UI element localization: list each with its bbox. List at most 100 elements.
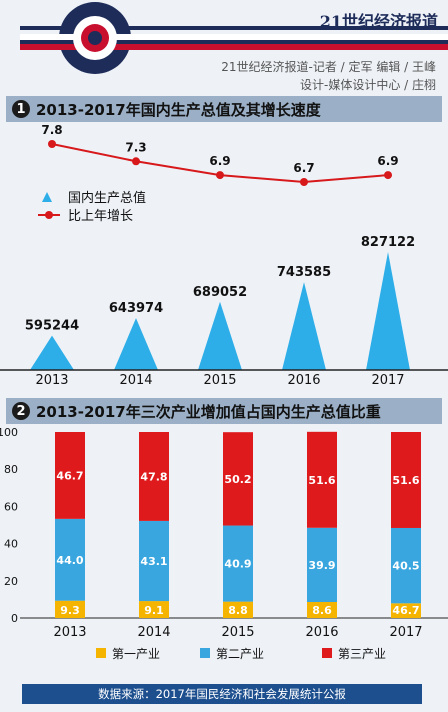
growth-value-label: 7.8 [41, 123, 62, 137]
gdp-bar-2017 [366, 252, 410, 370]
bar-value-label: 51.6 [308, 474, 335, 487]
bar-value-label: 46.7 [392, 604, 419, 617]
gdp-value-labels-group: 595244 643974 689052 743585 827122 [25, 235, 415, 334]
gdp-bar-2015 [198, 301, 242, 370]
gdp-value-label: 743585 [277, 265, 331, 280]
section1-number: 1 [12, 100, 30, 118]
x-tick-label: 2013 [35, 373, 68, 388]
x-tick-label: 2015 [203, 373, 236, 388]
section1-title-bar: 1 2013-2017年国内生产总值及其增长速度 [6, 96, 442, 122]
stacked-bars-group: 9.3 44.0 46.7 9.1 43.1 47.8 8.8 40.9 50.2 8.6 39.9… [55, 431, 421, 618]
bar-segment-第一产业-2014 [139, 601, 169, 618]
bar-value-label: 50.2 [224, 473, 251, 486]
bar-segment-第二产业-2014 [139, 520, 169, 602]
legend-gdp-label: 国内生产总值 [68, 190, 146, 206]
growth-value-label: 7.3 [125, 140, 146, 154]
x-tick-label: 2016 [287, 373, 320, 388]
gdp-value-label: 595244 [25, 319, 79, 334]
growth-point-2014 [132, 157, 140, 166]
x-tick-label: 2014 [137, 625, 170, 640]
x-axis-labels-group: 2013 2014 2015 2016 2017 [35, 373, 404, 388]
y-tick-label: 60 [4, 500, 18, 513]
section1-title: 2013-2017年国内生产总值及其增长速度 [36, 100, 321, 119]
y-tick-label: 0 [11, 612, 18, 625]
y-tick-label: 20 [4, 575, 18, 588]
bar-segment-第三产业-2013 [55, 432, 85, 519]
gdp-value-label: 689052 [193, 285, 247, 300]
bar-segment-第二产业-2015 [223, 525, 253, 602]
gdp-bar-2016 [282, 282, 326, 370]
bar-value-label: 9.3 [60, 604, 80, 617]
bar-value-label: 51.6 [392, 474, 419, 487]
x-tick-label: 2017 [389, 625, 422, 640]
bar-value-label: 47.8 [140, 470, 167, 483]
gdp-bars-group [30, 252, 410, 370]
growth-value-label: 6.9 [209, 154, 230, 168]
source-footer: 数据来源：2017年国民经济和社会发展统计公报 [22, 684, 422, 704]
y-tick-label: 40 [4, 538, 18, 551]
bar-segment-第二产业-2013 [55, 518, 85, 601]
bar-segment-第三产业-2015 [223, 432, 253, 526]
bar-value-label: 44.0 [56, 554, 83, 567]
growth-labels-group: 7.8 7.3 6.9 6.7 6.9 [41, 123, 398, 175]
bar-segment-第一产业-2015 [223, 601, 253, 618]
growth-point-2013 [48, 140, 56, 148]
bar-segment-第二产业-2017 [391, 527, 421, 604]
growth-point-2017 [384, 171, 392, 180]
x-tick-label: 2013 [53, 625, 86, 640]
legend-gdp: 国内生产总值 [42, 190, 146, 206]
y-axis-ticks-group: 0 20 40 60 80 100 [0, 426, 18, 625]
gdp-chart: 595244 643974 689052 743585 827122 7.8 7.3 6.9… [0, 123, 448, 388]
legend-growth-label: 比上年增长 [68, 209, 133, 224]
legend-label: 第一产业 [112, 647, 160, 661]
legend-swatch [96, 648, 106, 658]
legend-swatch [322, 648, 332, 658]
bar-segment-第一产业-2017 [391, 603, 421, 618]
legend-group: 第一产业 第二产业 第三产业 [96, 647, 386, 661]
x-tick-label: 2016 [305, 625, 338, 640]
section2-title-bar: 2 2013-2017年三次产业增加值占国内生产总值比重 [6, 398, 442, 424]
bar-segment-第三产业-2017 [391, 432, 421, 528]
section2-number: 2 [12, 402, 30, 420]
bar-segment-第二产业-2016 [307, 527, 337, 603]
y-tick-label: 80 [4, 463, 18, 476]
y-tick-label: 100 [0, 426, 18, 439]
credit-line-2: 设计-媒体设计中心 / 庄栩 [299, 78, 436, 92]
x-tick-label: 2014 [119, 373, 152, 388]
legend-growth: 比上年增长 [38, 209, 133, 224]
growth-point-2016 [300, 178, 308, 186]
growth-points-group [48, 140, 392, 186]
bar-value-label: 9.1 [144, 604, 164, 617]
bar-value-label: 40.9 [224, 558, 251, 571]
header-banner [0, 0, 448, 100]
growth-value-label: 6.9 [377, 154, 398, 168]
brand-name: 21世纪经济报道 [319, 12, 438, 31]
credit-line-1: 21世纪经济报道-记者 / 定军 编辑 / 王峰 [221, 60, 436, 74]
gdp-legend-icon [42, 192, 52, 202]
section2-title: 2013-2017年三次产业增加值占国内生产总值比重 [36, 402, 381, 421]
bar-value-label: 46.7 [56, 469, 83, 482]
bar-segment-第一产业-2013 [55, 600, 85, 618]
bar-value-label: 8.6 [312, 604, 332, 617]
x-axis-labels-group: 2013 2014 2015 2016 2017 [53, 625, 422, 640]
newspaper-logo-icon [20, 2, 448, 74]
gdp-value-label: 827122 [361, 235, 415, 250]
bar-value-label: 43.1 [140, 555, 167, 568]
gdp-bar-2014 [114, 318, 158, 370]
x-tick-label: 2017 [371, 373, 404, 388]
bar-segment-第一产业-2016 [307, 602, 337, 618]
x-tick-label: 2015 [221, 625, 254, 640]
industry-share-chart: 0 20 40 60 80 100 9.3 44.0 46.7 9.1 43.1 47.8 8.8 40… [0, 426, 448, 661]
growth-point-2015 [216, 171, 224, 180]
bar-value-label: 8.8 [228, 604, 248, 617]
legend-label: 第二产业 [216, 647, 264, 661]
bar-value-label: 40.5 [392, 560, 419, 573]
bar-value-label: 39.9 [308, 559, 335, 572]
growth-value-label: 6.7 [293, 161, 314, 175]
gdp-value-label: 643974 [109, 301, 163, 316]
bar-segment-第三产业-2016 [307, 431, 337, 528]
legend-swatch [200, 648, 210, 658]
gdp-bar-2013 [30, 335, 74, 370]
bar-segment-第三产业-2014 [139, 432, 169, 521]
legend-label: 第三产业 [338, 647, 386, 661]
